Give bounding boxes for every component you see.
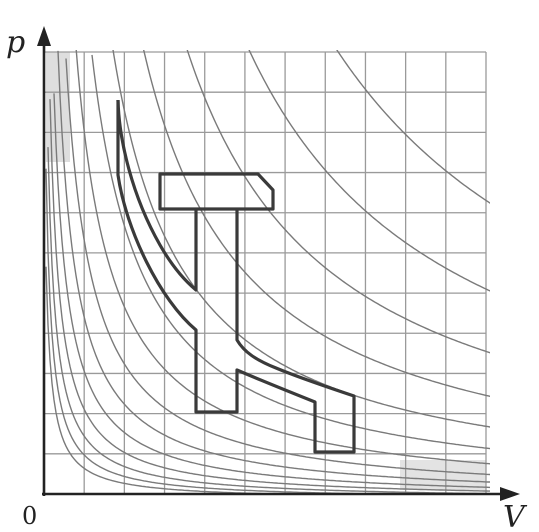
isotherm-curve (186, 50, 490, 354)
isotherm-curve (53, 93, 490, 489)
y-axis-arrow (37, 26, 51, 46)
isotherm-curve (49, 99, 490, 492)
isotherm-curve (65, 58, 490, 476)
isotherm-curves (45, 50, 490, 495)
t-shape-top-bar (158, 172, 275, 211)
y-axis-label: p (6, 25, 25, 60)
isotherm-curve (47, 147, 490, 495)
t-shape-left-curve (116, 100, 356, 454)
x-axis-label: V (503, 500, 528, 532)
isotherm-curve (57, 50, 490, 483)
isotherm-curve (45, 168, 490, 495)
isotherm-curve (112, 50, 490, 428)
origin-label: 0 (22, 502, 37, 530)
x-axis-arrow (500, 487, 520, 501)
isotherm-curve (336, 50, 490, 204)
isotherm-curve (75, 50, 490, 465)
axis-shading (46, 52, 486, 490)
t-shape-body (116, 99, 198, 292)
isotherm-curve (91, 54, 490, 450)
axes (37, 26, 520, 501)
grid (44, 51, 487, 494)
isotherm-curve (248, 50, 490, 292)
